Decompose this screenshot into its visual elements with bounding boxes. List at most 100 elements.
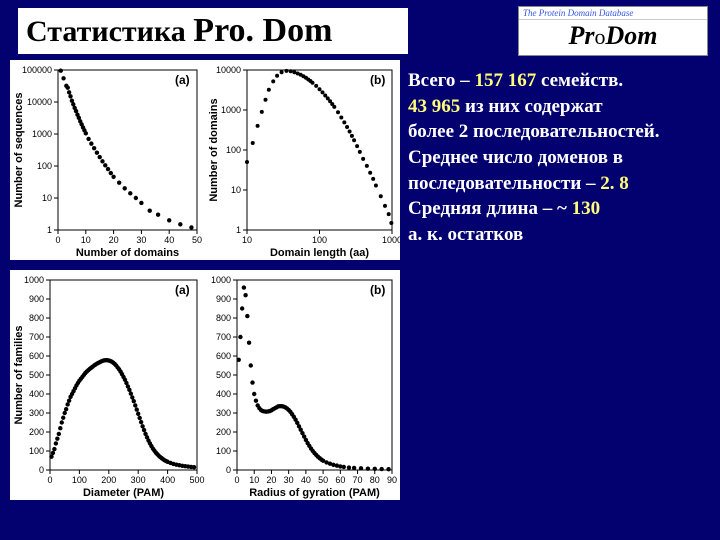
stats-block: Всего – 157 167 семейств. 43 965 из них … <box>408 68 718 247</box>
chart-c-container: 0100200300400500010020030040050060070080… <box>10 270 205 500</box>
svg-text:10: 10 <box>231 185 241 195</box>
svg-text:900: 900 <box>29 294 44 304</box>
svg-text:0: 0 <box>39 465 44 475</box>
page-title: Статистика Pro. Dom <box>18 8 408 54</box>
svg-text:200: 200 <box>29 427 44 437</box>
logo-tagline: The Protein Domain Database <box>519 7 707 20</box>
svg-text:Domain length (aa): Domain length (aa) <box>270 247 369 259</box>
svg-text:20: 20 <box>266 475 276 485</box>
svg-text:50: 50 <box>318 475 328 485</box>
svg-text:70: 70 <box>353 475 363 485</box>
svg-text:10: 10 <box>81 235 91 245</box>
prodom-logo: The Protein Domain Database ProDom <box>518 6 708 56</box>
stats-line-1: Всего – 157 167 семейств. <box>408 68 718 94</box>
svg-text:600: 600 <box>29 351 44 361</box>
svg-text:20: 20 <box>109 235 119 245</box>
chart-b: 101001000110100100010000Domain length (a… <box>205 60 400 260</box>
svg-text:(b): (b) <box>370 283 385 297</box>
svg-text:Number of families: Number of families <box>13 325 25 424</box>
svg-text:1: 1 <box>47 225 52 235</box>
svg-text:0: 0 <box>47 475 52 485</box>
svg-text:1000: 1000 <box>24 275 44 285</box>
svg-text:1000: 1000 <box>32 129 52 139</box>
stats-total-families: 157 167 <box>474 70 536 91</box>
svg-text:30: 30 <box>284 475 294 485</box>
bottom-charts-row: 0100200300400500010020030040050060070080… <box>10 270 400 500</box>
svg-text:(a): (a) <box>175 73 190 87</box>
svg-text:1: 1 <box>236 225 241 235</box>
stats-line-5: последовательности – 2. 8 <box>408 171 718 197</box>
svg-text:100: 100 <box>29 446 44 456</box>
svg-text:0: 0 <box>226 465 231 475</box>
svg-text:Number of sequences: Number of sequences <box>13 93 25 208</box>
svg-text:Number of domains: Number of domains <box>208 98 220 201</box>
svg-text:100: 100 <box>37 161 52 171</box>
svg-text:(b): (b) <box>370 73 385 87</box>
svg-text:80: 80 <box>370 475 380 485</box>
svg-text:300: 300 <box>29 408 44 418</box>
svg-text:800: 800 <box>29 313 44 323</box>
title-word1: Статистика <box>26 15 186 48</box>
stats-line-7: а. к. остатков <box>408 222 718 248</box>
svg-text:500: 500 <box>189 475 204 485</box>
svg-text:900: 900 <box>216 294 231 304</box>
svg-text:30: 30 <box>136 235 146 245</box>
t: последовательности – <box>408 173 600 194</box>
svg-text:700: 700 <box>29 332 44 342</box>
logo-pre: Pr <box>569 21 595 50</box>
chart-d-container: 0102030405060708090010020030040050060070… <box>205 270 400 500</box>
chart-b-container: 101001000110100100010000Domain length (a… <box>205 60 400 260</box>
svg-text:500: 500 <box>216 370 231 380</box>
svg-text:10: 10 <box>42 193 52 203</box>
stats-line-3: более 2 последовательностей. <box>408 119 718 145</box>
svg-text:400: 400 <box>216 389 231 399</box>
svg-text:100000: 100000 <box>22 65 52 75</box>
svg-text:50: 50 <box>192 235 202 245</box>
logo-mid: o <box>595 24 606 49</box>
svg-text:300: 300 <box>131 475 146 485</box>
svg-text:600: 600 <box>216 351 231 361</box>
svg-text:90: 90 <box>387 475 397 485</box>
svg-text:1000: 1000 <box>211 275 231 285</box>
stats-avg-domains: 2. 8 <box>600 173 629 194</box>
svg-text:200: 200 <box>216 427 231 437</box>
svg-text:400: 400 <box>160 475 175 485</box>
svg-text:10: 10 <box>242 235 252 245</box>
chart-c: 0100200300400500010020030040050060070080… <box>10 270 205 500</box>
svg-text:Number of domains: Number of domains <box>76 247 179 259</box>
top-charts-row: 01020304050110100100010000100000Number o… <box>10 60 400 260</box>
chart-d: 0102030405060708090010020030040050060070… <box>205 270 400 500</box>
svg-text:Diameter (PAM): Diameter (PAM) <box>83 487 164 499</box>
svg-text:500: 500 <box>29 370 44 380</box>
t: семейств. <box>536 70 623 91</box>
svg-text:100: 100 <box>312 235 327 245</box>
svg-text:10: 10 <box>249 475 259 485</box>
svg-text:100: 100 <box>72 475 87 485</box>
stats-avg-length: 130 <box>572 198 601 219</box>
stats-line-2: 43 965 из них содержат <box>408 94 718 120</box>
svg-text:0: 0 <box>55 235 60 245</box>
t: Всего – <box>408 70 474 91</box>
logo-main: ProDom <box>519 20 707 53</box>
chart-a-container: 0 10 20 30 40 50 1 10 100 1000 10000 100000 Number o… <box>10 60 205 260</box>
stats-line-4: Среднее число доменов в <box>408 145 718 171</box>
svg-text:200: 200 <box>101 475 116 485</box>
svg-text:(a): (a) <box>175 283 190 297</box>
logo-post: Dom <box>606 21 658 50</box>
t: Средняя длина – ~ <box>408 198 572 219</box>
title-word2: Pro. Dom <box>193 12 332 49</box>
svg-text:40: 40 <box>164 235 174 245</box>
svg-text:300: 300 <box>216 408 231 418</box>
svg-text:10000: 10000 <box>27 97 52 107</box>
svg-text:60: 60 <box>335 475 345 485</box>
svg-text:0: 0 <box>234 475 239 485</box>
svg-text:40: 40 <box>301 475 311 485</box>
svg-text:700: 700 <box>216 332 231 342</box>
svg-text:1000: 1000 <box>382 235 400 245</box>
stats-multi-seq: 43 965 <box>408 96 460 117</box>
svg-text:100: 100 <box>216 446 231 456</box>
svg-text:10000: 10000 <box>216 65 241 75</box>
stats-line-6: Средняя длина – ~ 130 <box>408 196 718 222</box>
svg-text:100: 100 <box>226 145 241 155</box>
svg-text:1000: 1000 <box>221 105 241 115</box>
